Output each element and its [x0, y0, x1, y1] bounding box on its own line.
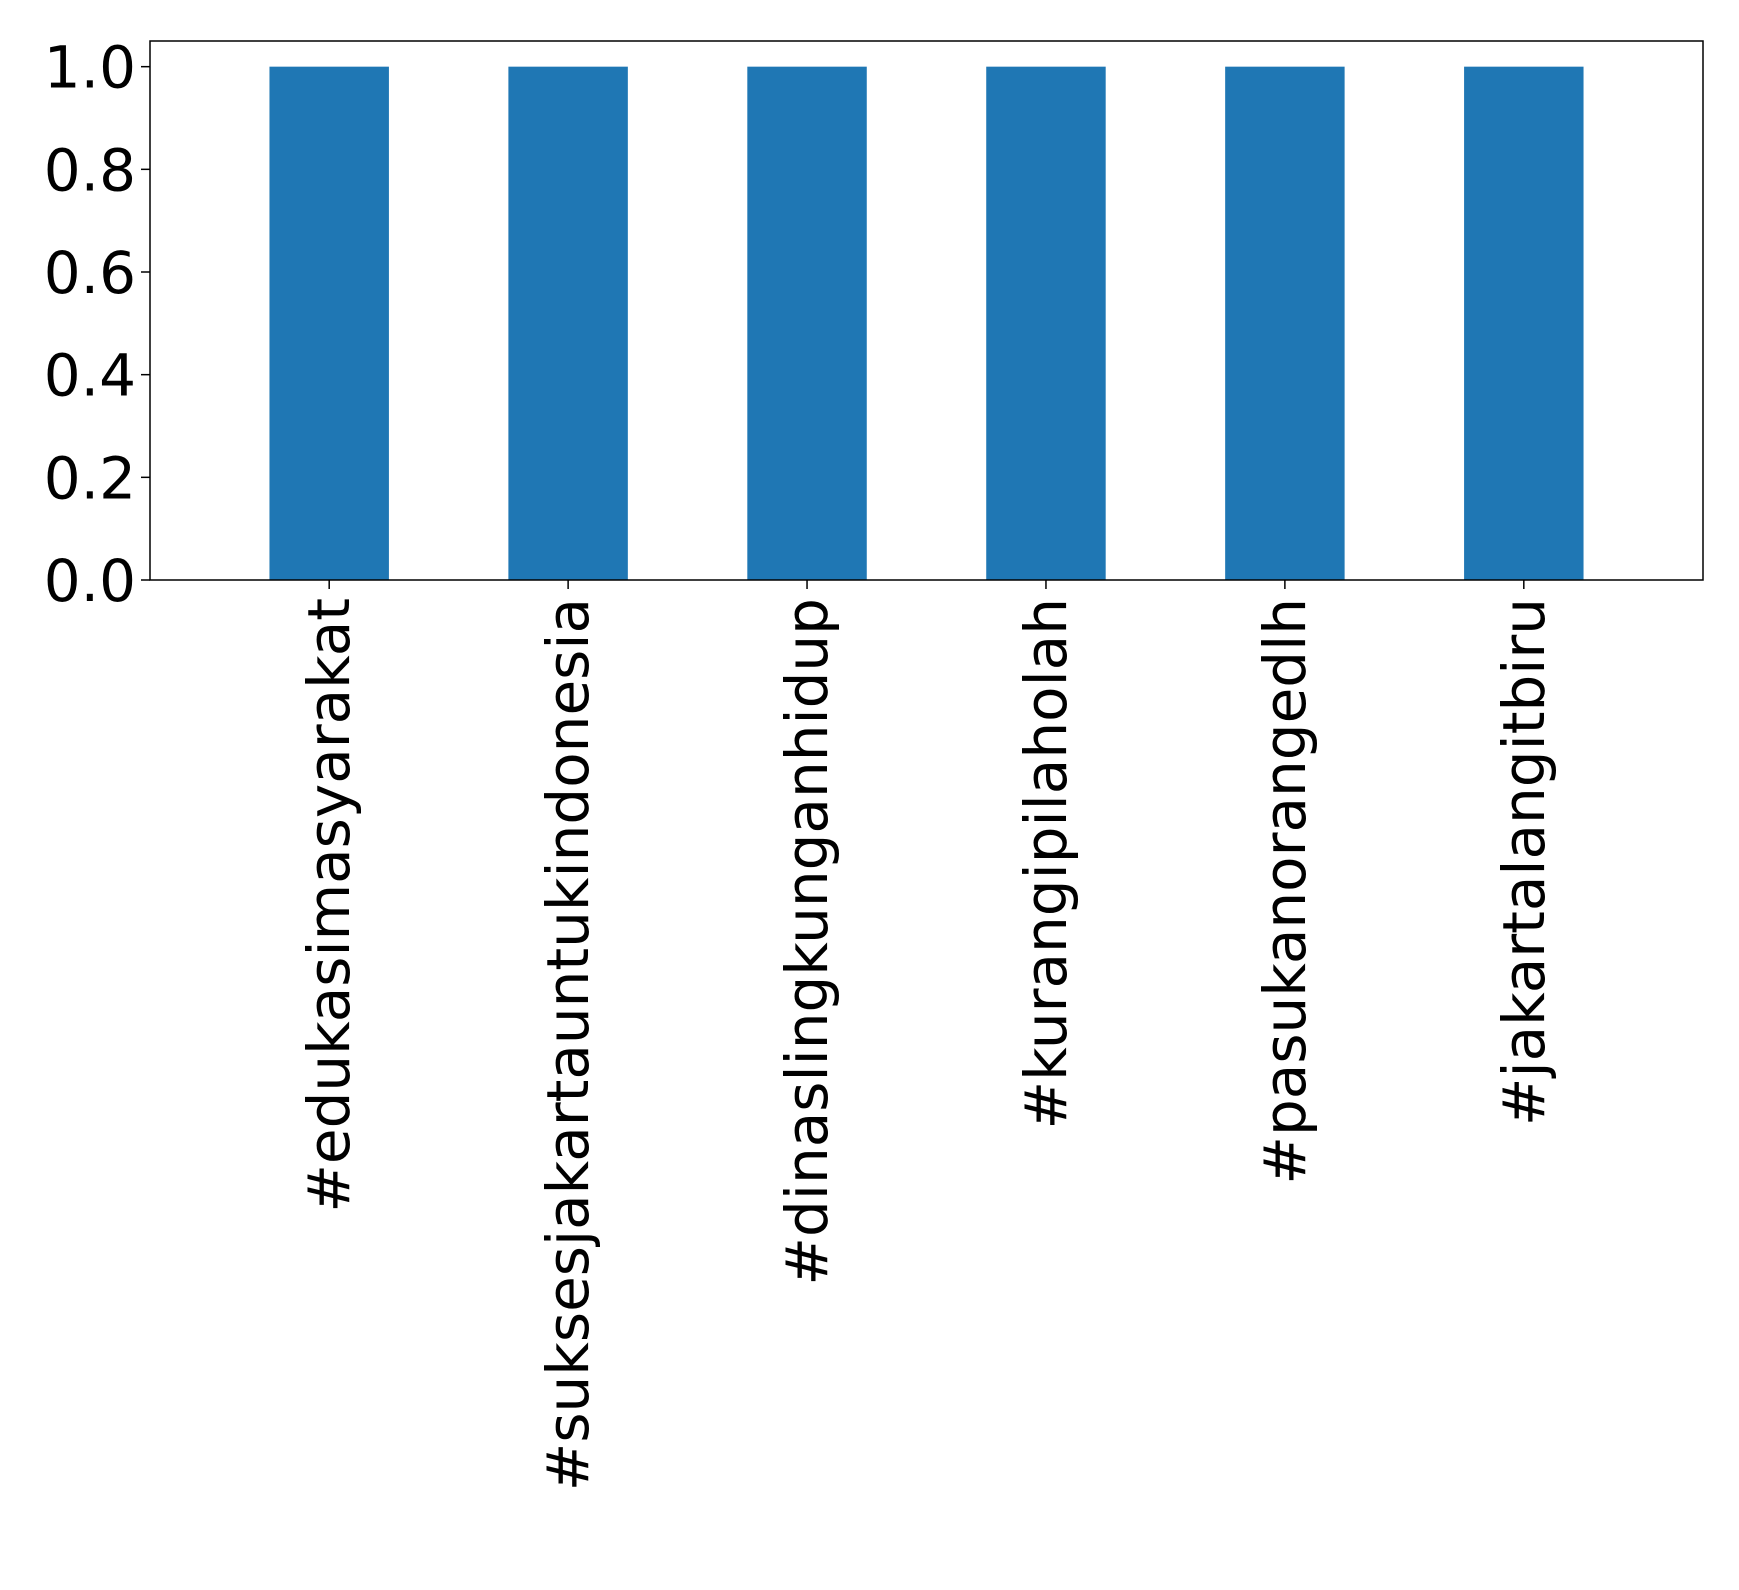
- y-tick-label: 0.8: [44, 136, 136, 204]
- y-tick-label: 0.4: [44, 342, 136, 410]
- bar-suksesjakartauntukindonesia: [508, 66, 628, 580]
- bar-dinaslingkunganhidup: [747, 66, 867, 580]
- y-tick-label: 1.0: [44, 34, 136, 102]
- x-tick-label: #suksesjakartauntukindonesia: [534, 598, 602, 1491]
- y-tick-label: 0.2: [44, 444, 136, 512]
- x-tick-label: #kurangipilaholah: [1012, 598, 1080, 1130]
- y-axis: 0.0 0.2 0.4 0.6 0.8 1.0: [44, 34, 150, 615]
- x-tick-label: #dinaslingkunganhidup: [773, 598, 841, 1286]
- bar-kurangipilaholah: [986, 66, 1106, 580]
- bar-edukasimasyarakat: [269, 66, 389, 580]
- bar-pasukanorangedlh: [1225, 66, 1345, 580]
- x-tick-label: #edukasimasyarakat: [295, 598, 363, 1213]
- plot-area-frame: [149, 40, 1704, 581]
- bars-group: [269, 66, 1584, 580]
- y-tick-label: 0.6: [44, 239, 136, 307]
- x-axis: #edukasimasyarakat #suksesjakartauntukind…: [295, 580, 1558, 1491]
- x-tick-label: #jakartalangitbiru: [1490, 598, 1558, 1126]
- y-tick-label: 0.0: [44, 547, 136, 615]
- bar-jakartalangitbiru: [1464, 66, 1584, 580]
- x-tick-label: #pasukanorangedlh: [1251, 598, 1319, 1185]
